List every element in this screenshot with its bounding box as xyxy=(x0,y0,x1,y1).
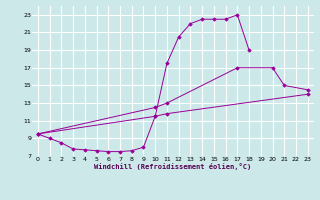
X-axis label: Windchill (Refroidissement éolien,°C): Windchill (Refroidissement éolien,°C) xyxy=(94,163,252,170)
